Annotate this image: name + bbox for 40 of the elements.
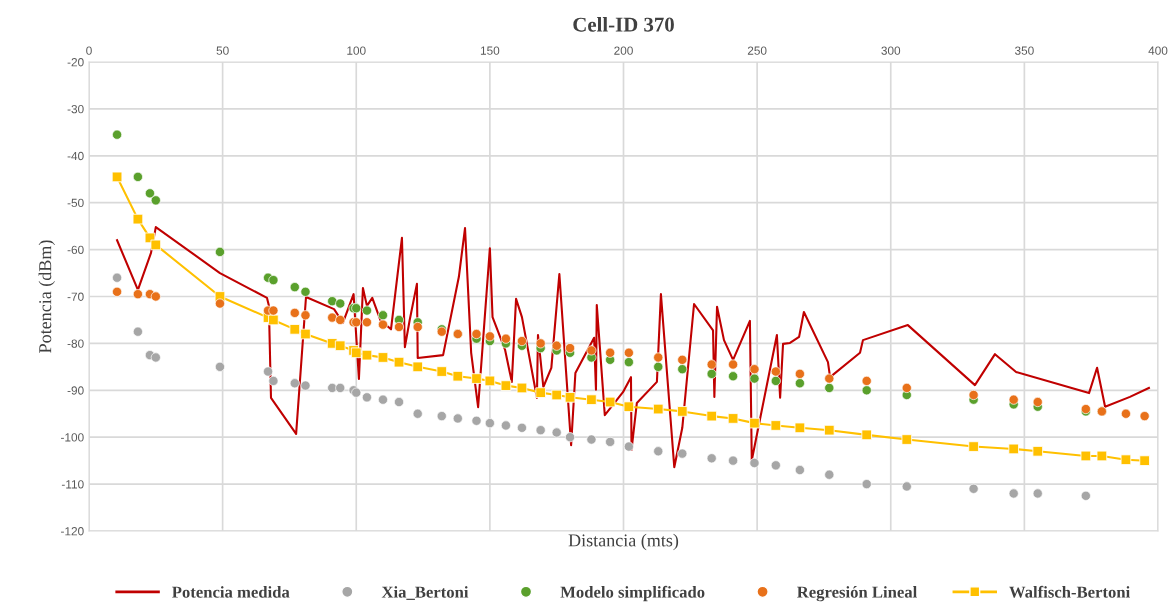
y-axis-title: Potencia (dBm)	[38, 240, 55, 353]
y-tick-label: -20	[67, 58, 84, 67]
point	[706, 410, 717, 422]
point	[1080, 450, 1092, 462]
line-series	[116, 226, 1150, 469]
point	[551, 389, 562, 401]
point	[1096, 450, 1108, 462]
legend-label: Regresión Lineal	[797, 586, 917, 602]
x-tick-label: 300	[881, 46, 901, 55]
y-tick-label: -30	[67, 104, 84, 114]
x-tick-label: 400	[1148, 46, 1168, 55]
legend-label: Potencia medida	[172, 586, 290, 598]
x-tick-label: 0	[86, 46, 92, 55]
y-tick-label: -120	[61, 527, 84, 536]
point	[334, 340, 346, 352]
legend-label: Walfisch-Bertoni	[1009, 585, 1130, 598]
point	[516, 382, 528, 394]
point	[652, 403, 664, 415]
legend-label: Modelo simplificado	[560, 585, 705, 602]
y-tick-label: -90	[67, 386, 84, 395]
y-tick-label: -50	[67, 198, 84, 208]
legend-label: Xia_Bertoni	[381, 586, 469, 600]
x-tick-label: 200	[614, 46, 633, 55]
x-tick-label: 150	[480, 46, 500, 55]
x-axis-title: Distancia (mts)	[568, 533, 679, 551]
point	[1008, 443, 1019, 455]
chart-title: Cell-ID 370	[573, 16, 674, 32]
x-tick-label: 100	[347, 46, 366, 55]
point	[393, 356, 405, 368]
point	[111, 171, 123, 183]
point	[412, 361, 423, 373]
y-tick-label: -40	[67, 151, 84, 161]
y-tick-label: -80	[67, 339, 84, 348]
x-tick-label: 250	[747, 46, 767, 55]
y-tick-label: -60	[67, 245, 84, 254]
y-tick-label: -110	[61, 480, 84, 489]
y-tick-label: -100	[61, 433, 84, 442]
y-tick-label: -70	[67, 292, 84, 301]
x-tick-label: 350	[1014, 46, 1034, 55]
x-tick-label: 50	[216, 46, 229, 55]
